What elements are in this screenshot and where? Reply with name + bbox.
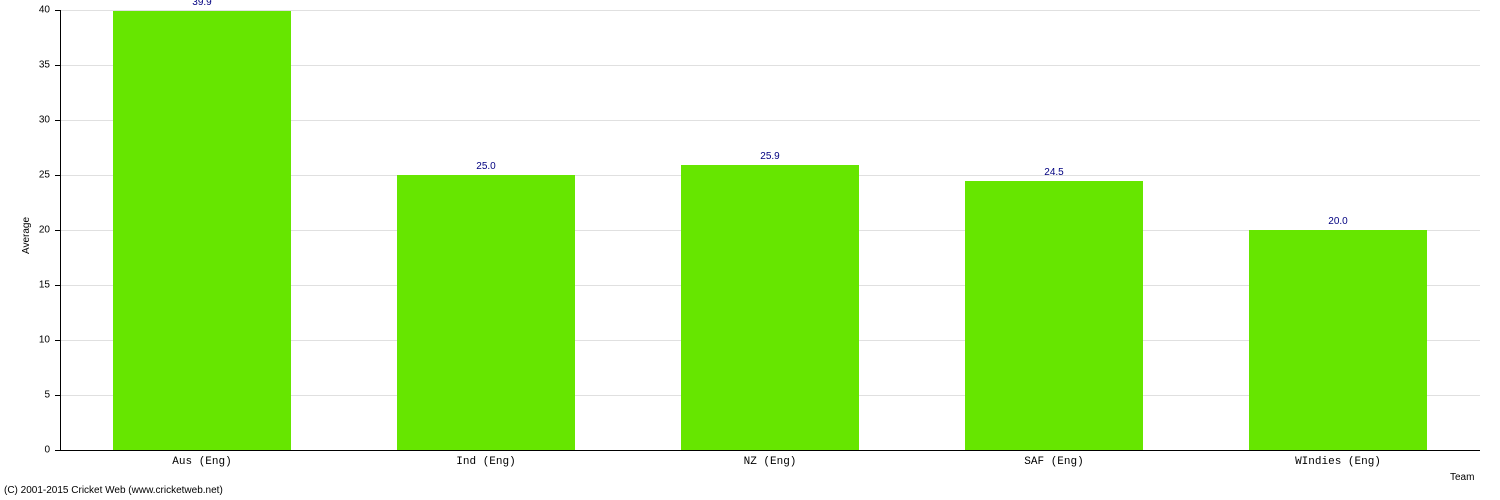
bar	[965, 181, 1144, 451]
x-tick-label: Ind (Eng)	[456, 456, 515, 468]
bar	[681, 165, 860, 450]
y-tick-label: 5	[0, 390, 50, 401]
bar-value-label: 25.0	[476, 161, 495, 172]
x-tick-label: NZ (Eng)	[744, 456, 797, 468]
x-axis-title: Team	[1450, 472, 1474, 483]
y-tick-label: 25	[0, 170, 50, 181]
y-axis-title: Average	[21, 217, 32, 254]
y-tick-label: 0	[0, 445, 50, 456]
y-tick-label: 35	[0, 60, 50, 71]
x-axis-line	[60, 450, 1480, 451]
x-tick-label: SAF (Eng)	[1024, 456, 1083, 468]
x-tick-label: Aus (Eng)	[172, 456, 231, 468]
y-axis-line	[60, 10, 61, 450]
x-tick-label: WIndies (Eng)	[1295, 456, 1381, 468]
y-tick-label: 40	[0, 5, 50, 16]
y-tick-label: 15	[0, 280, 50, 291]
chart-container: (C) 2001-2015 Cricket Web (www.cricketwe…	[0, 0, 1500, 500]
bar-value-label: 25.9	[760, 151, 779, 162]
y-tick-label: 30	[0, 115, 50, 126]
bar	[113, 11, 292, 450]
copyright-text: (C) 2001-2015 Cricket Web (www.cricketwe…	[4, 485, 223, 496]
bar	[397, 175, 576, 450]
y-tick-label: 10	[0, 335, 50, 346]
bar-value-label: 20.0	[1328, 216, 1347, 227]
bar-value-label: 24.5	[1044, 167, 1063, 178]
plot-area	[60, 10, 1480, 450]
bar	[1249, 230, 1428, 450]
bar-value-label: 39.9	[192, 0, 211, 8]
